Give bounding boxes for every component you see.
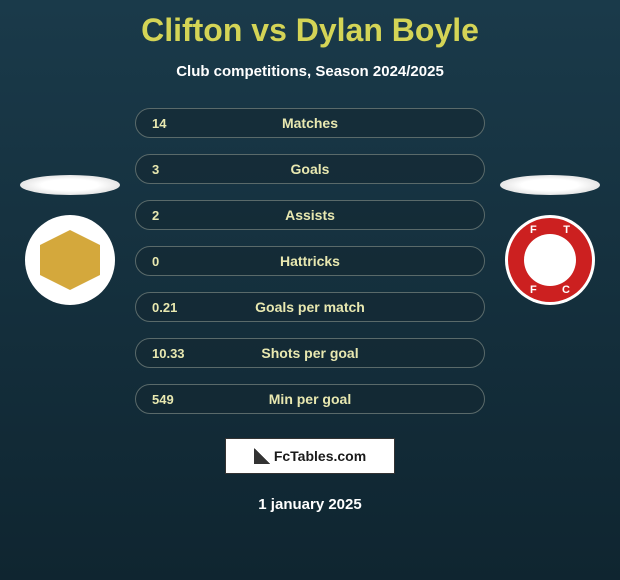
right-ellipse-top [500, 175, 600, 195]
stat-row-min-per-goal: 549 Min per goal [135, 384, 485, 414]
stat-row-goals-per-match: 0.21 Goals per match [135, 292, 485, 322]
comparison-title: Clifton vs Dylan Boyle [0, 0, 620, 49]
stat-row-matches: 14 Matches [135, 108, 485, 138]
left-ellipse-top [20, 175, 120, 195]
stat-label: Matches [136, 115, 484, 131]
stat-value-left: 2 [152, 208, 159, 223]
doncaster-badge [25, 215, 115, 305]
stat-value-left: 0 [152, 254, 159, 269]
stat-value-left: 10.33 [152, 346, 185, 361]
stat-label: Goals per match [136, 299, 484, 315]
stat-label: Shots per goal [136, 345, 484, 361]
doncaster-badge-shield [40, 230, 100, 290]
fleetwood-letter-c: C [562, 284, 570, 296]
stat-label: Assists [136, 207, 484, 223]
stat-row-shots-per-goal: 10.33 Shots per goal [135, 338, 485, 368]
fleetwood-letter-f2: F [530, 284, 537, 296]
fleetwood-badge-center [524, 234, 576, 286]
fctables-logo-text: FcTables.com [274, 448, 366, 464]
fctables-chart-icon [254, 448, 270, 464]
stat-label: Hattricks [136, 253, 484, 269]
stat-value-left: 3 [152, 162, 159, 177]
stat-row-goals: 3 Goals [135, 154, 485, 184]
right-player-badges: F T F C [500, 175, 600, 305]
fleetwood-badge-ring: F T F C [508, 218, 592, 302]
stat-label: Goals [136, 161, 484, 177]
fleetwood-letter-f1: F [530, 224, 537, 236]
stat-label: Min per goal [136, 391, 484, 407]
stat-value-left: 0.21 [152, 300, 177, 315]
fleetwood-letter-t: T [563, 224, 570, 236]
stat-value-left: 549 [152, 392, 174, 407]
stat-row-assists: 2 Assists [135, 200, 485, 230]
season-subtitle: Club competitions, Season 2024/2025 [0, 63, 620, 80]
left-player-badges [20, 175, 120, 305]
stat-row-hattricks: 0 Hattricks [135, 246, 485, 276]
fctables-logo[interactable]: FcTables.com [225, 438, 395, 474]
comparison-date: 1 january 2025 [0, 496, 620, 513]
stat-value-left: 14 [152, 116, 166, 131]
fleetwood-badge: F T F C [505, 215, 595, 305]
